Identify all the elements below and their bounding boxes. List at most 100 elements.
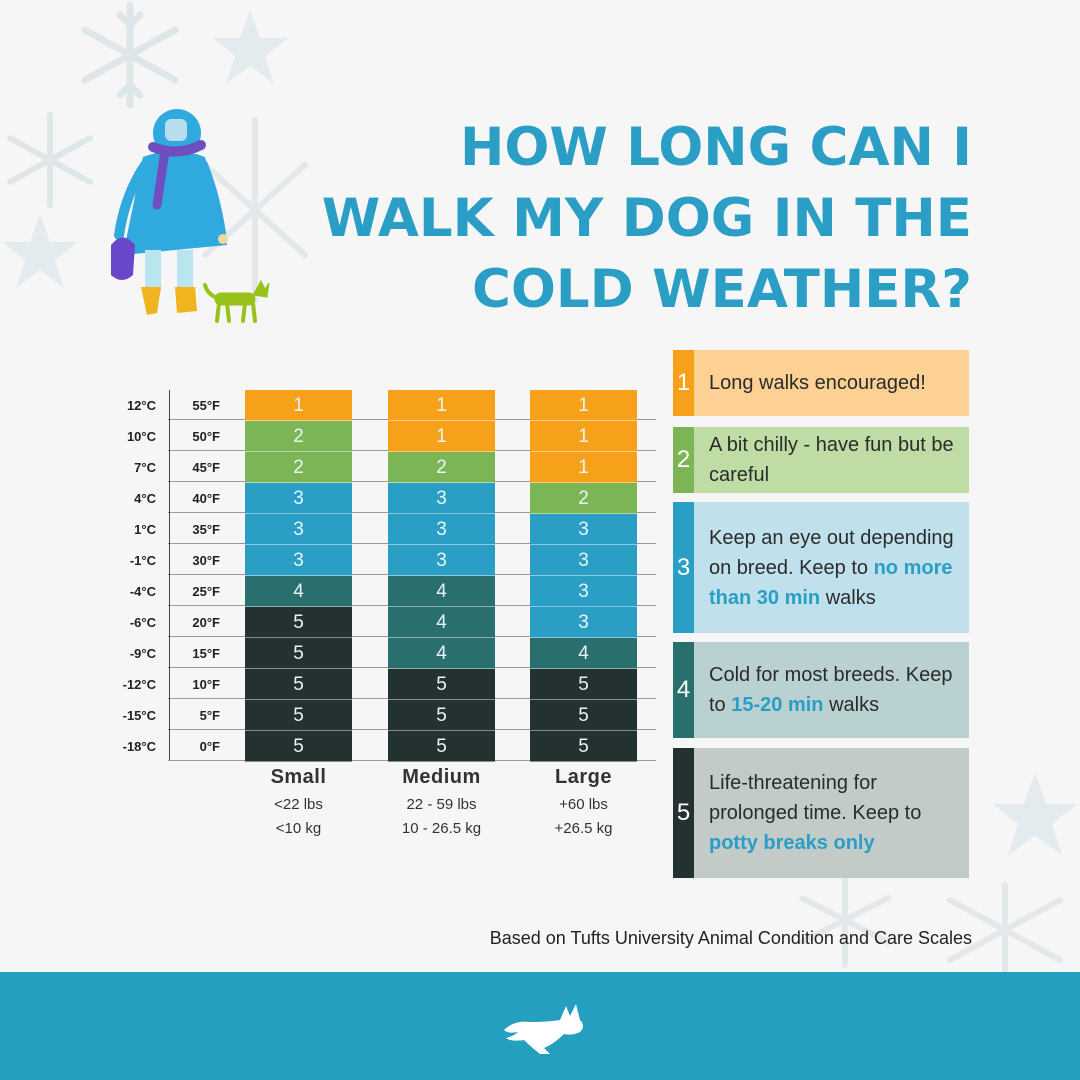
- risk-level-cell: 5: [388, 669, 495, 700]
- risk-level-cell: 5: [245, 669, 352, 700]
- temperature-celsius-label: 7°C: [134, 460, 156, 475]
- risk-level-cell: 3: [245, 545, 352, 576]
- risk-level-cell: 4: [530, 638, 637, 669]
- dog-weight-label: <10 kg: [275, 820, 322, 837]
- risk-level-cell: 3: [388, 483, 495, 514]
- legend-text-part: Long walks: [709, 372, 810, 394]
- risk-level-cell: 3: [530, 576, 637, 607]
- small-dog-icon: [203, 279, 270, 323]
- dog-weight-label: 10 - 26.5 kg: [401, 820, 482, 837]
- temperature-celsius-label: 10°C: [126, 429, 156, 444]
- axis-line: [169, 390, 170, 760]
- risk-level-cell: 3: [388, 514, 495, 545]
- legend-text-part: Cold for most breeds. Keep to: [709, 664, 953, 716]
- star-icon: [992, 772, 1078, 856]
- risk-level-cell: 1: [530, 421, 637, 452]
- snowflake-icon: [947, 882, 1063, 972]
- risk-level-cell: 1: [245, 390, 352, 421]
- temperature-celsius-label: -12°C: [122, 677, 156, 692]
- person-in-raincoat-icon: [111, 109, 228, 315]
- legend-text-part: encouraged!: [809, 372, 926, 394]
- risk-level-cell: 5: [245, 700, 352, 731]
- dog-weight-label: +26.5 kg: [554, 820, 613, 837]
- legend-highlight-text: potty breaks only: [709, 832, 875, 854]
- legend-description: Long walks encouraged!: [694, 350, 969, 416]
- risk-level-cell: 5: [530, 669, 637, 700]
- risk-level-cell: 1: [388, 421, 495, 452]
- temperature-celsius-label: -1°C: [129, 553, 156, 568]
- source-note: Based on Tufts University Animal Conditi…: [489, 928, 972, 948]
- risk-level-cell: 5: [245, 731, 352, 762]
- temperature-celsius-label: -9°C: [129, 646, 156, 661]
- legend-text-part: walks: [823, 694, 880, 716]
- risk-level-cell: 2: [388, 452, 495, 483]
- risk-level-cell: 1: [530, 390, 637, 421]
- title-line: WALK MY DOG IN THE: [321, 188, 972, 249]
- risk-level-cell: 5: [530, 731, 637, 762]
- title-line: HOW LONG CAN I: [459, 117, 972, 178]
- temperature-celsius-label: 12°C: [126, 398, 156, 413]
- risk-level-cell: 4: [388, 576, 495, 607]
- risk-level-cell: 2: [245, 452, 352, 483]
- temperature-fahrenheit-label: 35°F: [192, 522, 220, 537]
- risk-level-cell: 1: [530, 452, 637, 483]
- snowflake-icon: [799, 872, 891, 968]
- temperature-fahrenheit-label: 0°F: [199, 739, 220, 754]
- risk-level-cell: 3: [388, 545, 495, 576]
- risk-level-cell: 5: [530, 700, 637, 731]
- risk-level-cell: 4: [388, 607, 495, 638]
- legend-level-number: 4: [673, 642, 694, 738]
- legend-text-part: Life-threatening for prolonged time. Kee…: [709, 772, 922, 824]
- risk-level-cell: 5: [388, 700, 495, 731]
- temperature-fahrenheit-label: 20°F: [192, 615, 220, 630]
- temperature-celsius-label: -4°C: [129, 584, 156, 599]
- legend-text-part: walks: [820, 586, 876, 609]
- risk-level-cell: 3: [530, 514, 637, 545]
- running-dog-icon: [504, 1004, 583, 1054]
- legend-item: 5 Life-threatening for prolonged time. Ke…: [673, 748, 969, 878]
- risk-level-cell: 4: [388, 638, 495, 669]
- risk-level-cell: 5: [388, 731, 495, 762]
- legend-item: 1 Long walks encouraged!: [673, 350, 969, 416]
- legend-level-number: 5: [673, 748, 694, 878]
- risk-level-cell: 2: [245, 421, 352, 452]
- temperature-celsius-label: -18°C: [122, 739, 156, 754]
- risk-level-cell: 5: [245, 607, 352, 638]
- title-line: COLD WEATHER?: [471, 259, 972, 320]
- star-icon: [2, 214, 78, 288]
- legend-highlight-text: 15-20 min: [731, 694, 824, 716]
- dog-size-label: Medium: [402, 766, 481, 788]
- temperature-fahrenheit-label: 10°F: [192, 677, 220, 692]
- page-title: HOW LONG CAN I WALK MY DOG IN THE COLD W…: [272, 112, 972, 325]
- legend-level-number: 2: [673, 427, 694, 493]
- temperature-fahrenheit-label: 30°F: [192, 553, 220, 568]
- legend-text-part: Keep an eye out depending on breed. Keep…: [709, 526, 954, 579]
- legend-description: Life-threatening for prolonged time. Kee…: [694, 748, 969, 878]
- dog-weight-label: 22 - 59 lbs: [406, 796, 477, 813]
- legend-description: A bit chilly - have fun but be careful: [694, 427, 969, 493]
- snowflake-icon: [7, 112, 93, 208]
- temperature-fahrenheit-label: 45°F: [192, 460, 220, 475]
- temperature-celsius-label: -6°C: [129, 615, 156, 630]
- risk-level-cell: 3: [530, 545, 637, 576]
- temperature-fahrenheit-label: 5°F: [199, 708, 220, 723]
- risk-level-cell: 5: [245, 638, 352, 669]
- legend-item: 3 Keep an eye out depending on breed. Kee…: [673, 502, 969, 633]
- legend-text-part: A bit chilly - have fun but be careful: [709, 434, 954, 486]
- legend-highlight-text: no more than 30 min: [709, 556, 953, 609]
- risk-level-cell: 3: [245, 514, 352, 545]
- temperature-fahrenheit-label: 50°F: [192, 429, 220, 444]
- dog-size-label: Small: [270, 766, 327, 788]
- temperature-celsius-label: 4°C: [134, 491, 156, 506]
- temperature-celsius-label: -15°C: [122, 708, 156, 723]
- legend-description: Cold for most breeds. Keep to 15-20 min …: [694, 642, 969, 738]
- snowflake-icon: [81, 1, 179, 109]
- risk-level-cell: 3: [245, 483, 352, 514]
- risk-level-cell: 2: [530, 483, 637, 514]
- temperature-fahrenheit-label: 55°F: [192, 398, 220, 413]
- dog-weight-label: +60 lbs: [559, 796, 608, 813]
- temperature-celsius-label: 1°C: [134, 522, 156, 537]
- legend-item: 2 A bit chilly - have fun but be careful: [673, 427, 969, 493]
- footer-bar: [0, 972, 1080, 1080]
- risk-level-cell: 3: [530, 607, 637, 638]
